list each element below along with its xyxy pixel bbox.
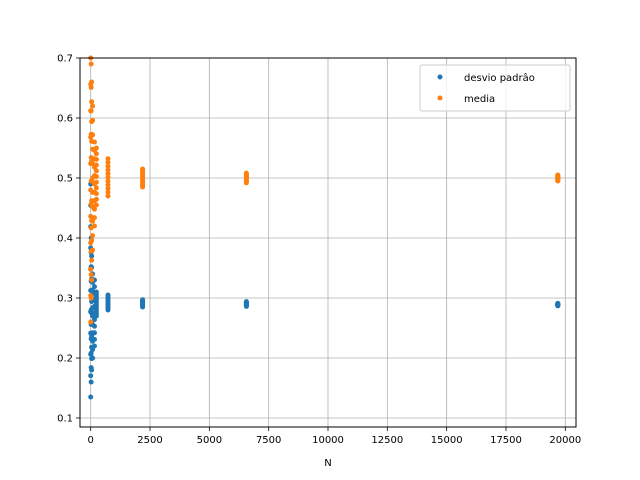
point-media [88,295,94,301]
point-media [105,171,111,177]
point-media [88,84,94,90]
point-media [90,117,96,123]
point-media [89,277,95,283]
point-media [90,247,96,253]
point-media [105,156,111,162]
point-desvio-padrao [88,394,94,400]
point-desvio-padrao [140,297,146,303]
point-media [89,257,95,263]
y-tick-label: 0.1 [57,414,73,425]
point-media [93,174,99,179]
legend: desvio padrâo media [419,64,571,112]
point-media [93,202,99,208]
y-tick-label: 0.4 [57,234,73,245]
point-media [90,233,96,239]
point-media [105,160,111,166]
point-media [105,167,111,173]
point-desvio-padrao [89,367,95,373]
x-tick-label: 10000 [312,435,344,446]
legend-marker-media [437,95,443,101]
x-tick-label: 2500 [137,435,162,446]
point-desvio-padrao [91,336,97,342]
point-media [140,166,146,172]
x-tick-label: 15000 [431,435,463,446]
point-media [105,163,111,169]
point-media [105,178,111,184]
point-media [88,319,94,325]
point-media [93,191,99,197]
x-tick-label: 20000 [549,435,581,446]
legend-label-media: media [464,94,495,105]
point-media [105,193,111,199]
x-tick-label: 0 [87,435,93,446]
point-desvio-padrao [91,284,97,290]
legend-label-desvio-padrao: desvio padrâo [464,72,535,84]
data-points [88,55,561,400]
point-desvio-padrao [89,253,95,259]
point-media [243,170,249,176]
point-media [89,99,95,105]
point-media [88,213,94,219]
y-tick-label: 0.7 [57,54,73,65]
point-desvio-padrao [93,289,99,295]
x-tick-label: 12500 [371,435,403,446]
point-media [555,172,561,178]
x-axis-ticks: 0 2500 5000 7500 10000 12500 15000 17500 20000 [87,427,581,446]
legend-box [419,64,571,112]
point-media [93,185,99,191]
x-tick-label: 7500 [256,435,281,446]
point-desvio-padrao [91,323,97,329]
point-media [91,139,97,145]
point-media [91,215,97,221]
y-tick-label: 0.3 [57,294,73,305]
point-media [88,108,94,114]
point-media [93,196,99,202]
point-desvio-padrao [105,292,111,298]
point-media [93,162,99,168]
point-desvio-padrao [91,330,97,336]
point-media [93,179,99,185]
point-media [93,151,99,157]
point-media [90,132,96,138]
point-desvio-padrao [555,300,561,306]
point-media [91,223,97,229]
point-desvio-padrao [243,299,249,305]
point-media [88,61,94,67]
y-tick-label: 0.5 [57,174,73,185]
point-media [105,189,111,195]
point-media [93,156,99,162]
legend-marker-desvio-padrao [437,74,443,80]
point-media [93,145,99,151]
x-tick-label: 17500 [490,435,522,446]
point-media [93,168,99,174]
y-tick-label: 0.6 [57,114,73,125]
point-media [89,79,95,85]
point-media [88,266,94,272]
grid [80,57,576,427]
point-media [88,272,94,278]
point-media [90,103,96,109]
x-axis-label: N [324,458,331,469]
y-axis-ticks: 0.1 0.2 0.3 0.4 0.5 0.6 0.7 [57,54,80,425]
point-media [89,237,95,243]
point-desvio-padrao [88,379,94,385]
point-desvio-padrao [91,343,97,349]
point-desvio-padrao [88,373,94,379]
x-tick-label: 5000 [197,435,222,446]
point-media [105,182,111,188]
point-media [105,186,111,192]
y-tick-label: 0.2 [57,354,73,365]
point-desvio-padrao [90,355,96,361]
point-media [91,206,97,212]
point-media [105,174,111,180]
